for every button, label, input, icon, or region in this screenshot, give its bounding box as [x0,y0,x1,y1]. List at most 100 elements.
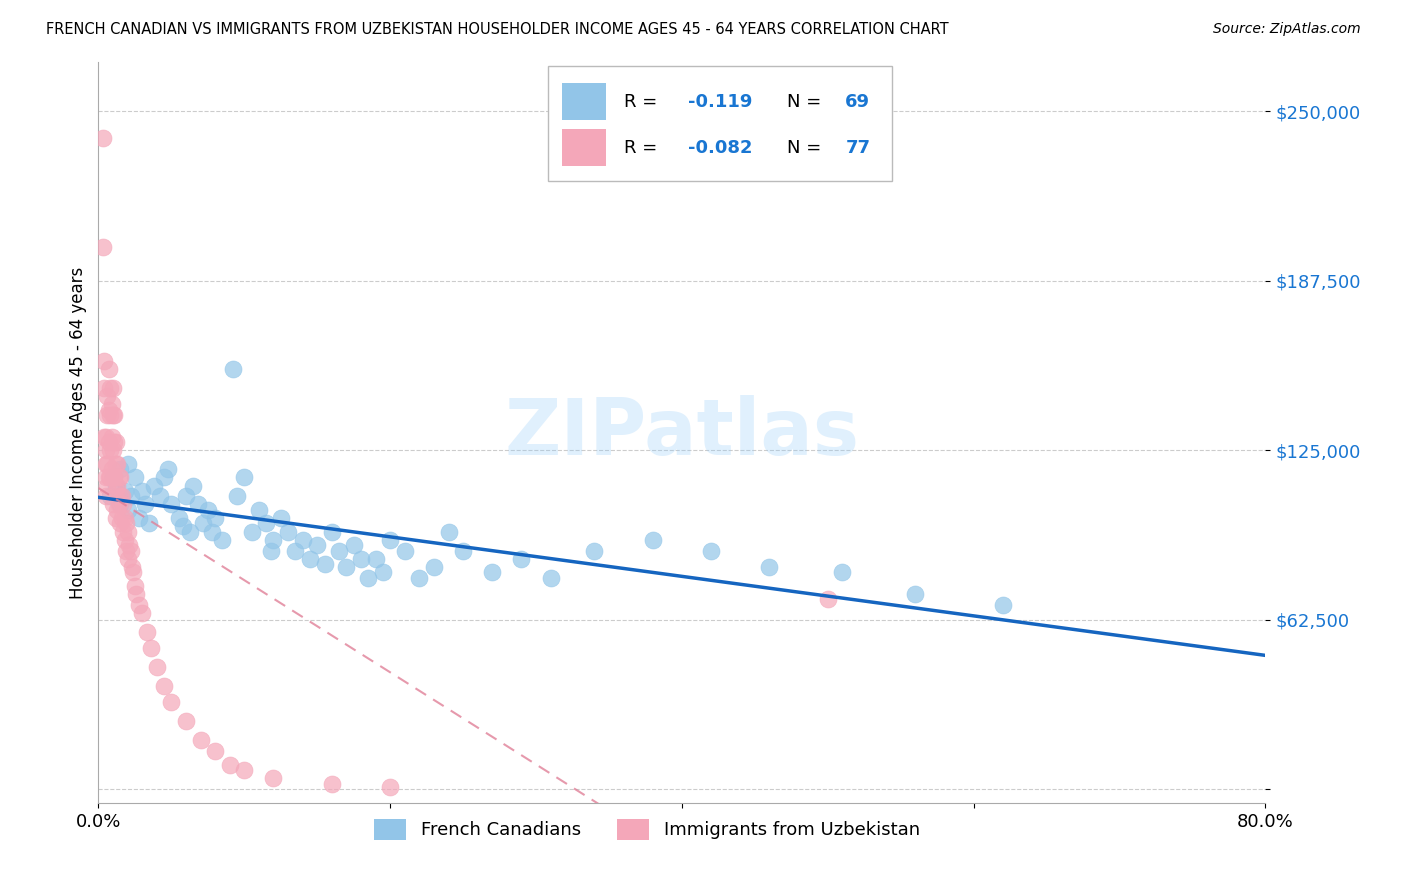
Point [97,402,120,417]
Text: R =: R = [624,93,662,111]
Point [98,381,121,395]
Point [101,443,124,458]
Point [101,470,124,484]
Point [122,566,145,580]
Point [817,592,839,607]
Text: Source: ZipAtlas.com: Source: ZipAtlas.com [1213,22,1361,37]
Point [117,457,139,471]
Point [262,533,284,547]
Text: N =: N = [787,93,827,111]
Point [193,516,215,531]
Bar [562,83,606,120]
Text: FRENCH CANADIAN VS IMMIGRANTS FROM UZBEKISTAN HOUSEHOLDER INCOME AGES 45 - 64 YE: FRENCH CANADIAN VS IMMIGRANTS FROM UZBEK… [46,22,949,37]
Point [262,772,284,786]
Point [111,511,134,525]
Point [758,559,780,574]
Point [103,470,125,484]
Point [117,503,139,517]
Point [100,397,122,411]
Point [321,524,343,539]
Point [117,524,139,539]
Point [991,598,1014,612]
Point [172,519,194,533]
Point [174,714,197,729]
Point [110,470,132,484]
Point [174,489,197,503]
Point [179,524,201,539]
Point [270,511,292,525]
Point [904,587,927,601]
Point [110,498,132,512]
Point [104,483,127,498]
Point [540,571,562,585]
Point [94,457,117,471]
Point [157,462,180,476]
Point [128,598,150,612]
Point [343,538,366,552]
Point [98,489,121,503]
Point [153,470,176,484]
Point [101,470,124,484]
Point [134,498,156,512]
Point [190,733,212,747]
Point [423,559,446,574]
Point [307,538,329,552]
Point [91,240,114,254]
Point [160,696,183,710]
Point [103,435,125,450]
Point [131,483,153,498]
Point [201,524,224,539]
Point [240,524,263,539]
Point [108,470,131,484]
Point [94,430,117,444]
Point [221,362,243,376]
Point [153,679,176,693]
Point [101,498,124,512]
Point [135,624,157,639]
Legend: French Canadians, Immigrants from Uzbekistan: French Canadians, Immigrants from Uzbeki… [367,812,927,847]
Point [510,551,533,566]
Point [93,430,115,444]
Point [94,443,117,458]
Point [115,543,138,558]
Point [100,462,122,476]
Point [254,516,277,531]
Point [112,498,135,512]
Point [371,566,394,580]
Point [233,764,256,778]
Point [97,470,120,484]
Point [139,641,162,656]
Point [181,478,204,492]
Point [105,478,128,492]
Point [101,381,124,395]
Point [204,744,226,758]
Point [103,408,125,422]
Point [321,777,343,791]
Point [408,571,430,585]
Point [110,462,132,476]
Point [110,516,132,531]
Point [96,408,118,422]
Point [284,543,307,558]
Point [97,435,120,450]
Text: -0.082: -0.082 [688,138,752,157]
Text: N =: N = [787,138,827,157]
Point [160,498,183,512]
Point [218,757,240,772]
Point [314,557,336,571]
Point [96,389,118,403]
Point [104,457,127,471]
Point [277,524,299,539]
Point [451,543,474,558]
Text: 77: 77 [845,138,870,157]
Point [110,489,132,503]
Point [112,524,135,539]
Point [128,511,150,525]
Point [111,489,134,503]
Point [641,533,664,547]
Point [298,551,321,566]
Point [114,511,136,525]
FancyBboxPatch shape [548,66,891,181]
Point [380,533,402,547]
Point [481,566,503,580]
